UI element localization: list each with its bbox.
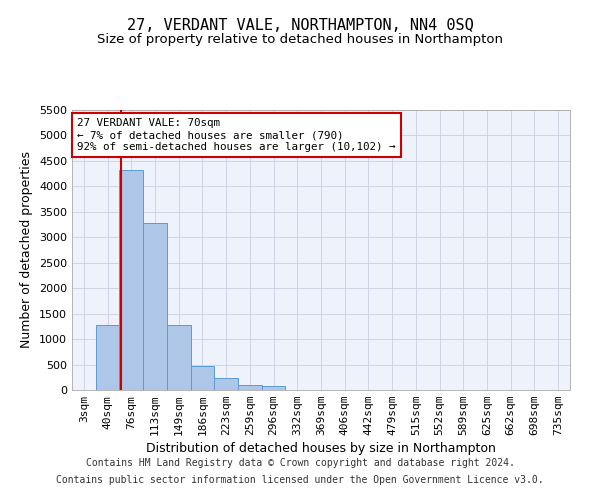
Bar: [191, 366, 214, 390]
Bar: [96, 326, 119, 390]
Bar: [262, 386, 286, 390]
Y-axis label: Number of detached properties: Number of detached properties: [20, 152, 34, 348]
Text: Size of property relative to detached houses in Northampton: Size of property relative to detached ho…: [97, 32, 503, 46]
Text: 27, VERDANT VALE, NORTHAMPTON, NN4 0SQ: 27, VERDANT VALE, NORTHAMPTON, NN4 0SQ: [127, 18, 473, 32]
Bar: [119, 170, 143, 390]
Bar: [238, 385, 262, 390]
Bar: [143, 223, 167, 390]
Text: Contains HM Land Registry data © Crown copyright and database right 2024.: Contains HM Land Registry data © Crown c…: [86, 458, 514, 468]
Bar: [167, 326, 191, 390]
X-axis label: Distribution of detached houses by size in Northampton: Distribution of detached houses by size …: [146, 442, 496, 456]
Text: Contains public sector information licensed under the Open Government Licence v3: Contains public sector information licen…: [56, 475, 544, 485]
Text: 27 VERDANT VALE: 70sqm
← 7% of detached houses are smaller (790)
92% of semi-det: 27 VERDANT VALE: 70sqm ← 7% of detached …: [77, 118, 395, 152]
Bar: [214, 378, 238, 390]
